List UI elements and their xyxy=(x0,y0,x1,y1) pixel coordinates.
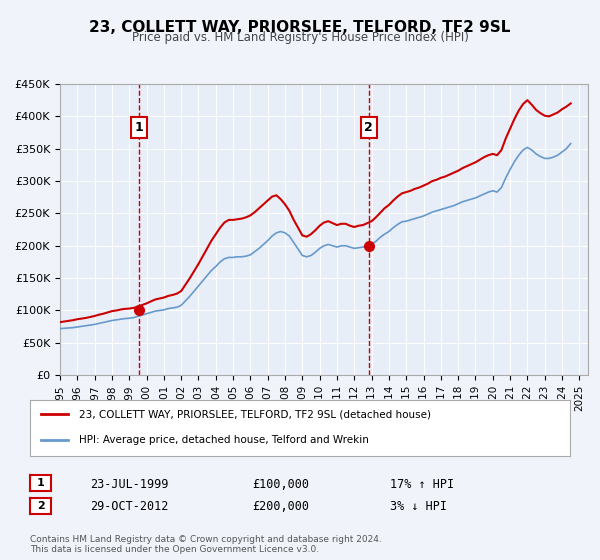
Text: 1: 1 xyxy=(37,478,44,488)
Text: 23-JUL-1999: 23-JUL-1999 xyxy=(90,478,169,491)
Text: 29-OCT-2012: 29-OCT-2012 xyxy=(90,500,169,514)
Text: Price paid vs. HM Land Registry's House Price Index (HPI): Price paid vs. HM Land Registry's House … xyxy=(131,31,469,44)
Text: 17% ↑ HPI: 17% ↑ HPI xyxy=(390,478,454,491)
Text: 23, COLLETT WAY, PRIORSLEE, TELFORD, TF2 9SL (detached house): 23, COLLETT WAY, PRIORSLEE, TELFORD, TF2… xyxy=(79,409,431,419)
Text: 23, COLLETT WAY, PRIORSLEE, TELFORD, TF2 9SL: 23, COLLETT WAY, PRIORSLEE, TELFORD, TF2… xyxy=(89,20,511,35)
Text: HPI: Average price, detached house, Telford and Wrekin: HPI: Average price, detached house, Telf… xyxy=(79,435,368,445)
Text: Contains HM Land Registry data © Crown copyright and database right 2024.
This d: Contains HM Land Registry data © Crown c… xyxy=(30,535,382,554)
Text: 1: 1 xyxy=(134,121,143,134)
Text: 2: 2 xyxy=(364,121,373,134)
Text: 3% ↓ HPI: 3% ↓ HPI xyxy=(390,500,447,514)
Text: 2: 2 xyxy=(37,501,44,511)
Text: £200,000: £200,000 xyxy=(252,500,309,514)
Text: £100,000: £100,000 xyxy=(252,478,309,491)
